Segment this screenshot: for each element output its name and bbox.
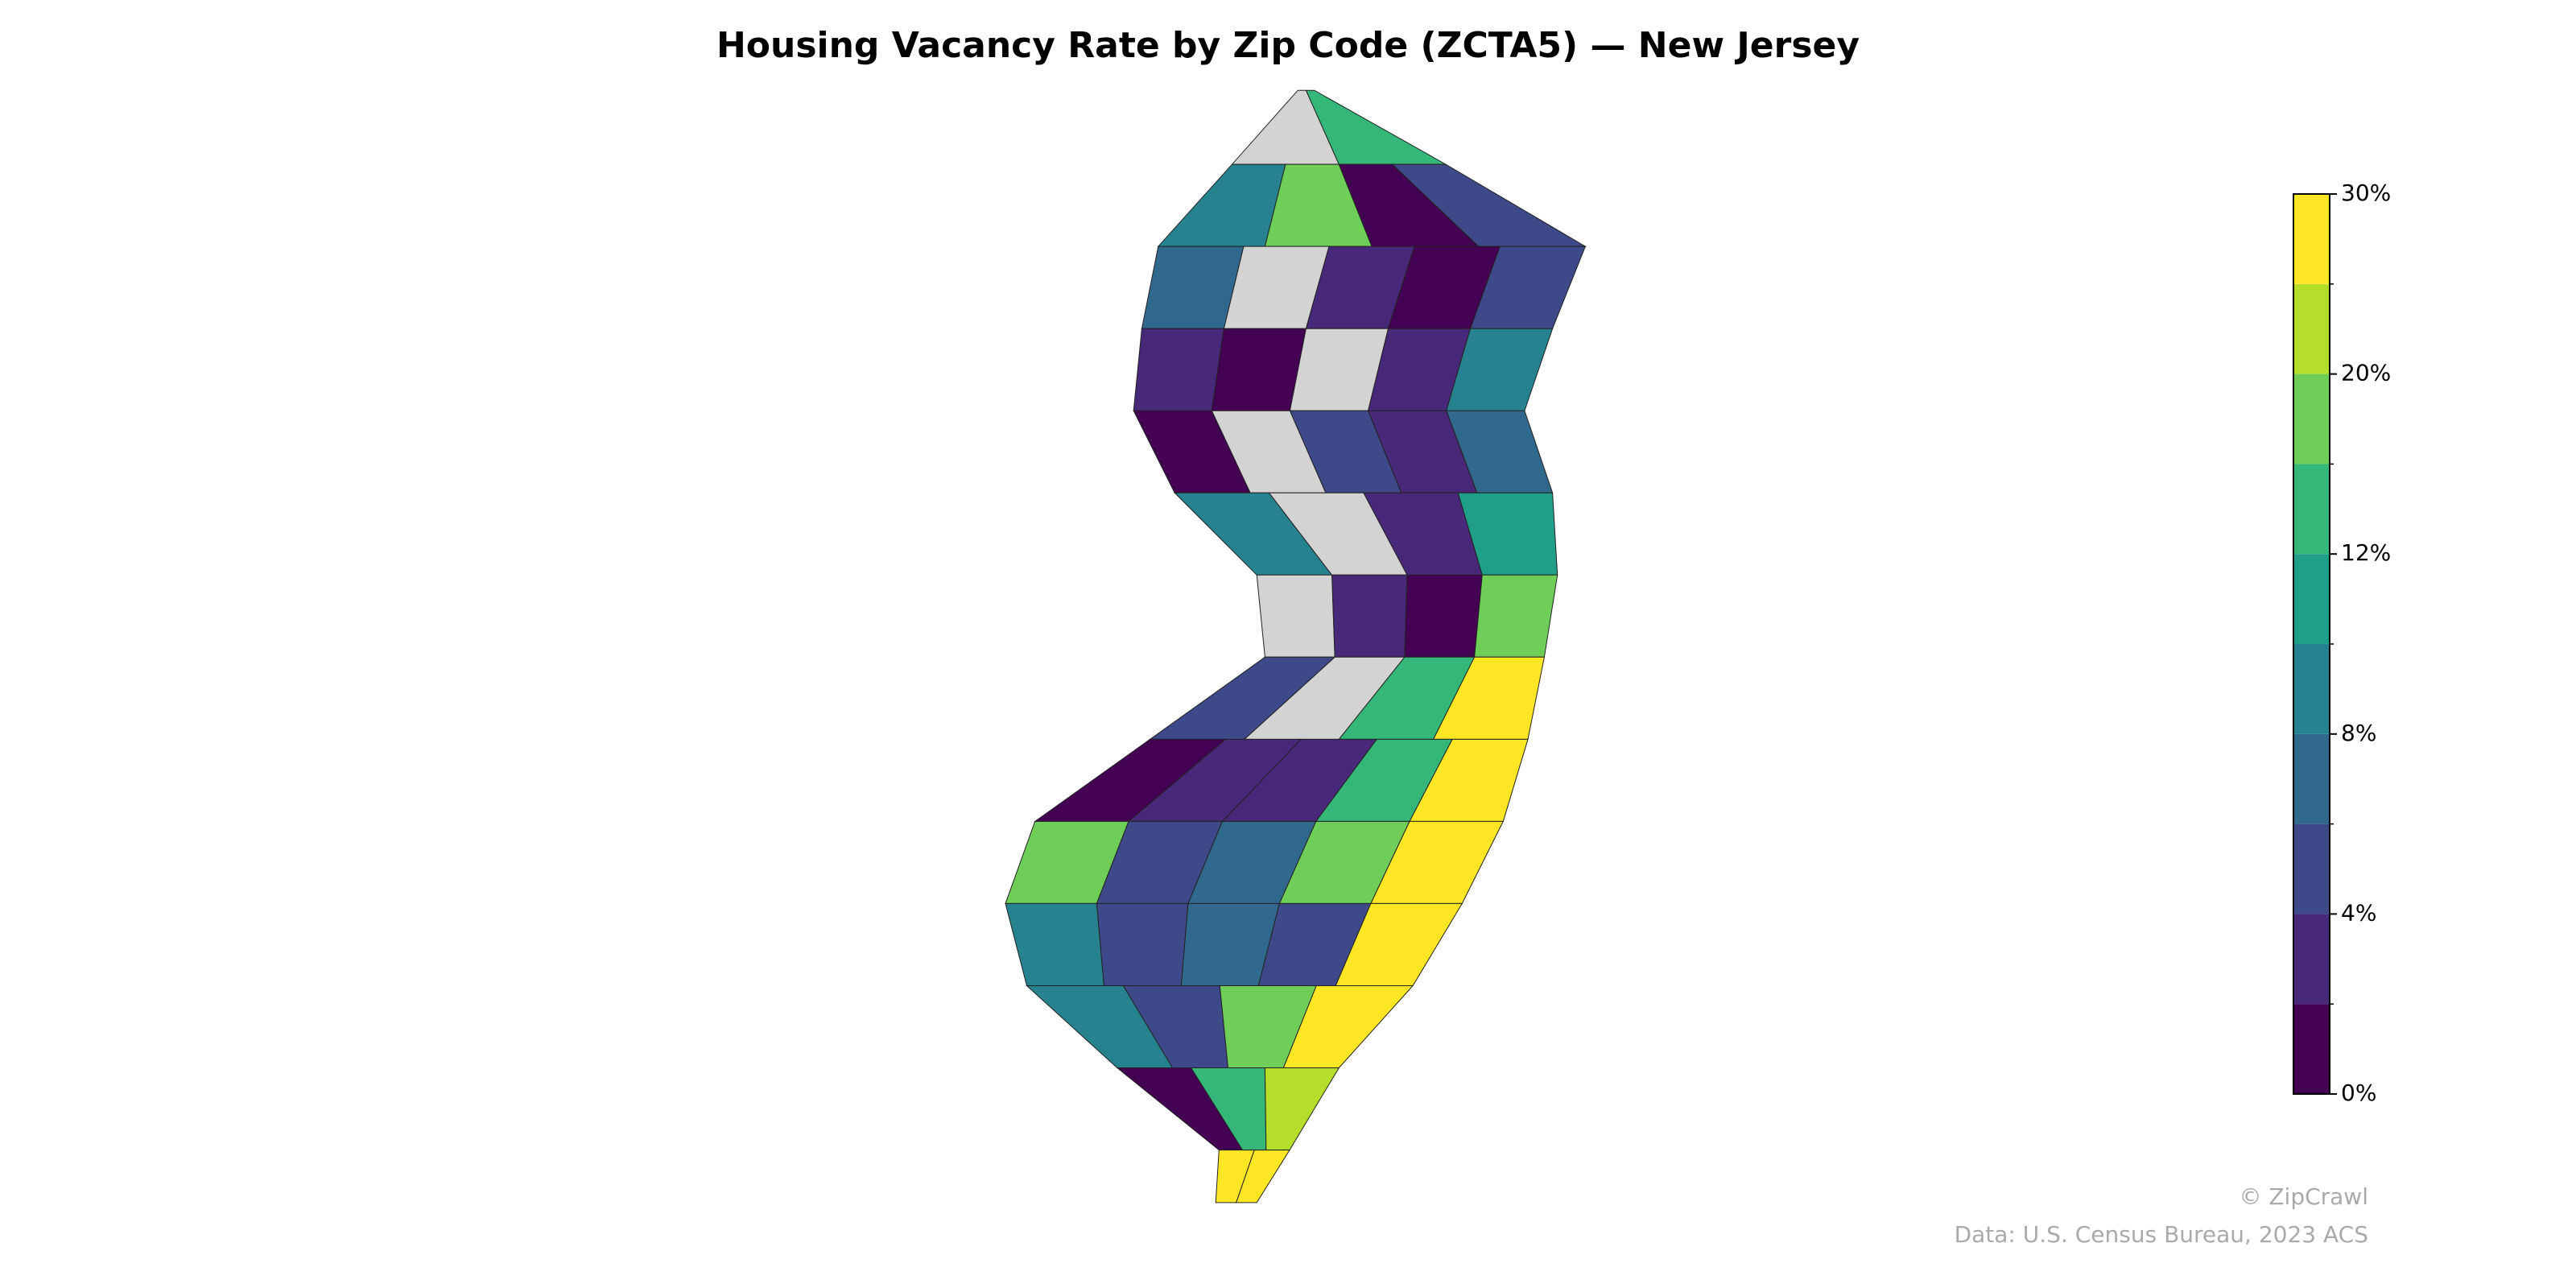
- colorbar-bin: [2293, 194, 2330, 284]
- zip-region: [1096, 902, 1189, 986]
- colorbar-bin: [2293, 283, 2330, 374]
- colorbar-bin: [2293, 824, 2330, 914]
- colorbar-tick-label: 12%: [2341, 539, 2391, 566]
- zip-region: [1211, 328, 1307, 411]
- colorbar-bin: [2293, 554, 2330, 644]
- credit: © ZipCrawl: [2239, 1183, 2368, 1210]
- zip-region: [1133, 328, 1224, 411]
- colorbar-bin: [2293, 644, 2330, 734]
- zip-region: [1264, 1067, 1340, 1151]
- colorbar-bin: [2293, 733, 2330, 824]
- zip-region: [1256, 574, 1335, 658]
- colorbar-tick-label: 4%: [2341, 899, 2376, 926]
- zip-region: [1235, 1150, 1290, 1203]
- colorbar-bin: [2293, 1004, 2330, 1094]
- zip-region: [1005, 902, 1104, 986]
- zip-region: [1157, 163, 1286, 247]
- colorbar-tick-label: 8%: [2341, 720, 2376, 746]
- zip-region: [1404, 574, 1483, 658]
- colorbar-bin: [2293, 914, 2330, 1005]
- colorbar-bin: [2293, 464, 2330, 555]
- map-title: Housing Vacancy Rate by Zip Code (ZCTA5)…: [716, 25, 1860, 66]
- source-note: Data: U.S. Census Bureau, 2023 ACS: [1955, 1221, 2368, 1248]
- colorbar-tick-label: 30%: [2341, 180, 2391, 206]
- colorbar-tick-label: 0%: [2341, 1080, 2376, 1106]
- zip-region: [1474, 574, 1558, 658]
- colorbar-bin: [2293, 374, 2330, 464]
- colorbar-tick-label: 20%: [2341, 360, 2391, 386]
- zip-region: [1331, 574, 1408, 658]
